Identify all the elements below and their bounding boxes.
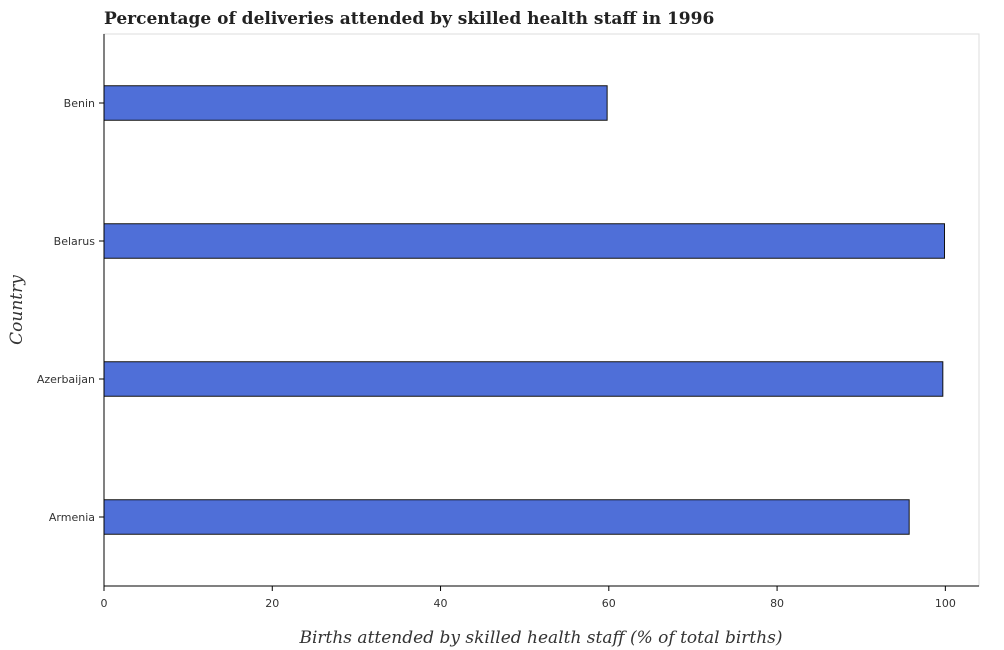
x-tick-label: 20 bbox=[265, 597, 279, 610]
x-tick-label: 80 bbox=[770, 597, 784, 610]
bar-belarus bbox=[103, 223, 946, 259]
x-tick-label: 60 bbox=[602, 597, 616, 610]
x-ticks-group: 0 20 40 60 80 100 bbox=[101, 586, 956, 610]
y-ticks-group: Armenia Azerbaijan Belarus Benin bbox=[37, 97, 104, 524]
x-tick-label: 40 bbox=[434, 597, 448, 610]
y-tick-label: Benin bbox=[64, 97, 95, 110]
chart-title: Percentage of deliveries attended by ski… bbox=[104, 9, 714, 29]
x-tick-label: 100 bbox=[935, 597, 956, 610]
bar-armenia bbox=[103, 499, 910, 535]
bars-group bbox=[103, 85, 946, 535]
x-axis-label: Births attended by skilled health staff … bbox=[298, 628, 782, 648]
y-axis-label: Country bbox=[7, 275, 27, 345]
y-tick-label: Azerbaijan bbox=[37, 373, 95, 386]
y-tick-label: Belarus bbox=[54, 235, 96, 248]
y-tick-label: Armenia bbox=[49, 511, 95, 524]
x-tick-label: 0 bbox=[101, 597, 108, 610]
bar-azerbaijan bbox=[103, 361, 944, 397]
bar-benin bbox=[103, 85, 608, 121]
